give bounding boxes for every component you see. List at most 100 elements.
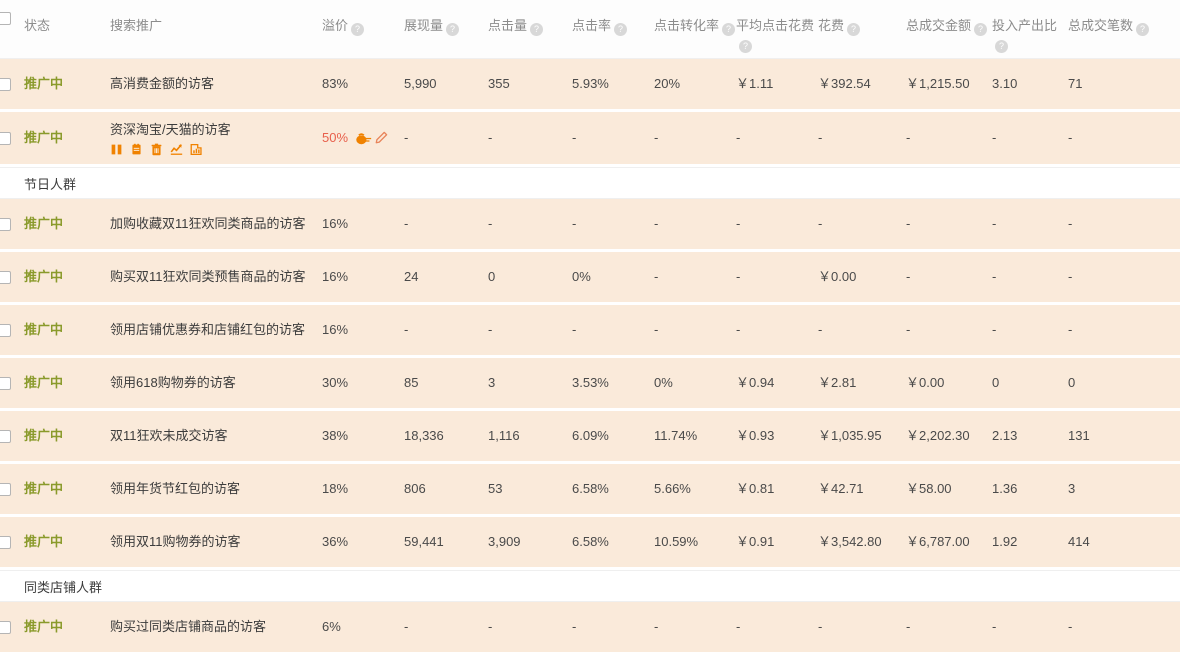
row-checkbox[interactable] <box>0 482 11 496</box>
edit-pencil-icon[interactable] <box>374 131 388 145</box>
row-select-cell <box>0 77 24 91</box>
row-bid-value[interactable]: 18% <box>322 481 349 496</box>
row-checkbox[interactable] <box>0 270 11 284</box>
help-icon[interactable]: ? <box>847 23 861 36</box>
row-status-label[interactable]: 推广中 <box>24 76 64 91</box>
row-status-label[interactable]: 推广中 <box>24 130 64 145</box>
column-header-orders[interactable]: 总成交笔数? <box>1068 0 1180 36</box>
row-bid-value[interactable]: 30% <box>322 375 349 390</box>
row-status-label[interactable]: 推广中 <box>24 216 64 231</box>
row-cvr-value: 20% <box>654 76 681 91</box>
row-orders-value: 131 <box>1068 428 1090 443</box>
row-checkbox[interactable] <box>0 535 11 549</box>
row-name-label[interactable]: 双11狂欢未成交访客 <box>110 428 228 443</box>
row-checkbox[interactable] <box>0 131 11 145</box>
row-impressions-value: 806 <box>404 481 426 496</box>
row-checkbox[interactable] <box>0 217 11 231</box>
row-bid-cell: 50% <box>322 129 404 147</box>
row-checkbox[interactable] <box>0 323 11 337</box>
pause-icon[interactable] <box>110 143 123 156</box>
column-header-ctr[interactable]: 点击率? <box>572 0 654 36</box>
row-status-label[interactable]: 推广中 <box>24 428 64 443</box>
column-header-name[interactable]: 搜索推广 <box>110 0 322 34</box>
row-status-label[interactable]: 推广中 <box>24 269 64 284</box>
row-bid-value[interactable]: 16% <box>322 269 349 284</box>
delete-icon[interactable] <box>150 143 163 156</box>
column-header-clicks[interactable]: 点击量? <box>488 0 572 36</box>
column-header-impressions-label: 展现量 <box>404 18 444 33</box>
column-header-cost[interactable]: 花费? <box>818 0 906 36</box>
column-header-cpc[interactable]: 平均点击花费? <box>736 0 818 53</box>
row-name-label[interactable]: 加购收藏双11狂欢同类商品的访客 <box>110 216 306 231</box>
row-bid-value[interactable]: 36% <box>322 534 349 549</box>
table-row: 推广中 领用双11购物券的访客 36% 59,441 3,909 6.58% 10.59% ￥… <box>0 517 1180 570</box>
help-icon[interactable]: ? <box>614 23 628 36</box>
row-checkbox[interactable] <box>0 77 11 91</box>
column-header-impressions[interactable]: 展现量? <box>404 0 488 36</box>
row-select-cell <box>0 429 24 443</box>
row-ctr-value: 0% <box>572 269 591 284</box>
row-select-cell <box>0 376 24 390</box>
row-bid-value[interactable]: 16% <box>322 216 349 231</box>
table-row: 推广中 高消费金额的访客 83% 5,990 355 5.93% 20% ￥1.11 ￥392.… <box>0 59 1180 112</box>
row-name-label[interactable]: 领用年货节红包的访客 <box>110 481 241 496</box>
row-bid-value[interactable]: 6% <box>322 619 341 634</box>
help-icon[interactable]: ? <box>722 23 736 36</box>
row-ctr-value: 6.58% <box>572 534 609 549</box>
row-status-label[interactable]: 推广中 <box>24 619 64 634</box>
row-orders-value: - <box>1068 269 1073 284</box>
help-icon[interactable]: ? <box>1136 23 1150 36</box>
row-name-label[interactable]: 购买过同类店铺商品的访客 <box>110 619 267 634</box>
row-name-label[interactable]: 领用双11购物券的访客 <box>110 534 241 549</box>
row-name-label[interactable]: 领用618购物券的访客 <box>110 375 236 390</box>
help-icon[interactable]: ? <box>351 23 365 36</box>
trend-chart-icon[interactable] <box>170 143 183 156</box>
report-icon[interactable] <box>190 143 203 156</box>
row-name-label[interactable]: 购买双11狂欢同类预售商品的访客 <box>110 269 306 284</box>
group-header-row: 节日人群 <box>0 167 1180 199</box>
help-icon[interactable]: ? <box>446 23 460 36</box>
row-roi-value: 1.92 <box>992 534 1018 549</box>
column-header-roi[interactable]: 投入产出比? <box>992 0 1068 53</box>
row-bid-value[interactable]: 16% <box>322 322 349 337</box>
row-name-cell: 高消费金额的访客 <box>110 75 322 93</box>
row-bid-value[interactable]: 50% <box>322 130 349 145</box>
row-cost-value: ￥3,542.80 <box>818 534 882 549</box>
row-orders-value: - <box>1068 619 1073 634</box>
column-header-status-label: 状态 <box>24 18 51 33</box>
column-header-status[interactable]: 状态 <box>24 0 110 34</box>
row-bid-cell: 16% <box>322 321 404 339</box>
row-status-label[interactable]: 推广中 <box>24 534 64 549</box>
help-icon[interactable]: ? <box>739 40 752 53</box>
row-bid-value[interactable]: 83% <box>322 76 349 91</box>
row-roi-value: 2.13 <box>992 428 1018 443</box>
row-bid-cell: 83% <box>322 75 404 93</box>
row-name-label[interactable]: 高消费金额的访客 <box>110 76 215 91</box>
row-checkbox[interactable] <box>0 429 11 443</box>
copy-icon[interactable] <box>130 143 143 156</box>
select-all-checkbox[interactable] <box>0 12 11 25</box>
row-cpc-value: - <box>736 130 741 145</box>
bid-money-icon[interactable] <box>355 131 372 146</box>
column-header-cvr[interactable]: 点击转化率? <box>654 0 736 36</box>
row-bid-value[interactable]: 38% <box>322 428 349 443</box>
row-status-label[interactable]: 推广中 <box>24 481 64 496</box>
column-header-bid[interactable]: 溢价? <box>322 0 404 36</box>
row-clicks-value: 1,116 <box>488 428 520 443</box>
row-checkbox[interactable] <box>0 376 11 390</box>
row-status-label[interactable]: 推广中 <box>24 322 64 337</box>
row-roi-value: - <box>992 269 997 284</box>
help-icon[interactable]: ? <box>974 23 988 36</box>
help-icon[interactable]: ? <box>530 23 544 36</box>
row-name-label[interactable]: 领用店铺优惠券和店铺红包的访客 <box>110 322 306 337</box>
row-roi-value: 3.10 <box>992 76 1018 91</box>
row-checkbox[interactable] <box>0 620 11 634</box>
column-header-gmv[interactable]: 总成交金额? <box>906 0 992 36</box>
help-icon[interactable]: ? <box>995 40 1008 53</box>
row-select-cell <box>0 270 24 284</box>
row-impressions-value: 85 <box>404 375 419 390</box>
row-clicks-value: - <box>488 216 493 231</box>
row-name-label[interactable]: 资深淘宝/天猫的访客 <box>110 121 231 137</box>
row-status-label[interactable]: 推广中 <box>24 375 64 390</box>
row-gmv-value: - <box>906 619 911 634</box>
